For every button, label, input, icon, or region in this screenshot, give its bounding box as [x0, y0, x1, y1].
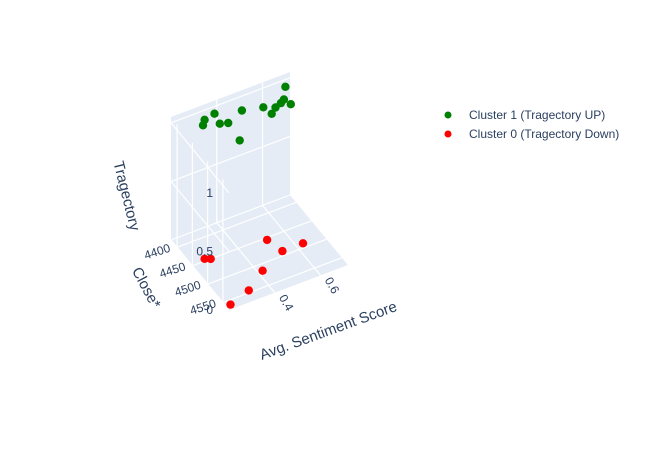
x-axis-title: Avg. Sentiment Score — [257, 298, 399, 364]
data-point-series-0-6 — [237, 106, 247, 115]
data-point-series-0-2 — [215, 119, 224, 128]
data-points — [198, 82, 308, 309]
data-point-series-1-4 — [298, 239, 308, 248]
legend-item-cluster-0[interactable]: Cluster 0 (Tragectory Down) — [444, 127, 620, 141]
legend-marker-cluster-1 — [444, 111, 452, 119]
y-gridline-floor — [207, 238, 327, 285]
data-point-series-1-6 — [244, 286, 253, 295]
data-point-series-1-0 — [200, 254, 209, 263]
grid-lines — [170, 77, 343, 311]
z-gridline-back — [170, 135, 291, 182]
legend-label-cluster-1: Cluster 1 (Tragectory UP) — [469, 108, 605, 122]
data-point-series-1-1 — [206, 254, 215, 264]
y-tick-label: 4400 — [142, 241, 172, 263]
y-tick-label: 4500 — [173, 278, 203, 300]
data-point-series-0-3 — [210, 109, 219, 118]
z-gridline-back — [170, 77, 291, 124]
x-tick-label: 0.6 — [322, 275, 343, 297]
z-axis-title: Tragectory — [110, 159, 144, 233]
z-gridline-left — [170, 239, 230, 311]
legend-item-cluster-1[interactable]: Cluster 1 (Tragectory UP) — [444, 108, 606, 122]
data-point-series-0-4 — [224, 118, 233, 128]
data-point-series-0-1 — [200, 115, 209, 125]
data-point-series-0-12 — [286, 100, 295, 109]
z-gridline-left — [170, 122, 230, 194]
y-gridline-floor — [176, 201, 297, 248]
z-tick-label: 1 — [206, 186, 213, 200]
legend-label-cluster-0: Cluster 0 (Tragectory Down) — [469, 127, 619, 141]
y-tick-label: 4550 — [188, 296, 218, 318]
data-point-series-0-8 — [267, 109, 276, 119]
data-point-series-1-7 — [226, 300, 235, 309]
data-point-series-0-13 — [281, 82, 290, 92]
z-gridline-left — [170, 181, 230, 252]
legend[interactable]: Cluster 1 (Tragectory UP) Cluster 0 (Tra… — [444, 108, 620, 141]
data-point-series-1-5 — [258, 266, 267, 275]
x-gridline-floor — [216, 222, 276, 294]
y-tick-label: 4450 — [158, 259, 188, 281]
x-gridline-floor — [262, 205, 322, 276]
legend-marker-cluster-0 — [444, 130, 452, 138]
z-tick-label: 0 — [206, 303, 213, 317]
z-tick-label: 0.5 — [196, 244, 213, 258]
z-gridline-back — [170, 194, 291, 241]
data-point-series-1-2 — [262, 235, 272, 245]
y-gridline-floor — [222, 257, 343, 304]
data-point-series-1-3 — [278, 246, 287, 256]
x-tick-label: 0.4 — [276, 292, 297, 314]
data-point-series-0-5 — [235, 136, 244, 145]
data-point-series-0-7 — [259, 103, 268, 112]
data-point-series-0-11 — [279, 95, 289, 104]
